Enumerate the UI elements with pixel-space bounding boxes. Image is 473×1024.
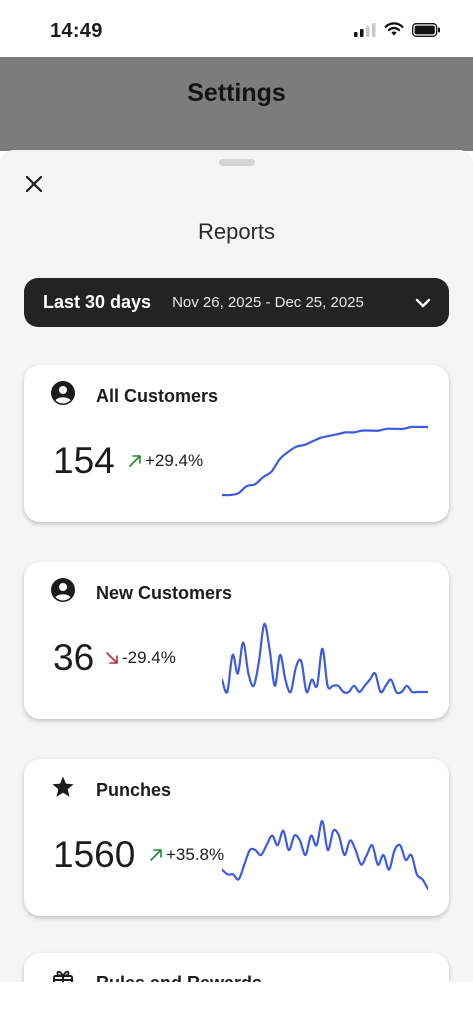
trend-value: +29.4% [145,451,204,470]
person-circle-icon [51,578,75,602]
chevron-down-icon [415,298,431,308]
bottom-safe-area [0,982,473,1024]
close-button[interactable] [20,170,48,198]
sparkline-line [222,819,428,891]
star-icon [52,776,74,797]
trend-down-icon [106,652,118,664]
close-icon [25,175,43,193]
report-card-punches[interactable]: Punches 1560 +35.8% [24,759,449,916]
trend-value: +35.8% [166,845,225,864]
nav-header: Settings [0,57,473,151]
card-title: Punches [96,780,172,800]
sheet-grabber[interactable] [219,159,255,166]
trend-indicator: +29.4% [127,451,203,471]
report-card-all-customers[interactable]: All Customers 154 +29.4% [24,365,449,522]
status-time: 14:49 [50,20,103,42]
trend-up-icon [129,455,141,467]
report-card-new-customers[interactable]: New Customers 36 -29.4% [24,562,449,719]
date-range-label: Last 30 days [43,292,152,312]
card-title: New Customers [96,583,233,603]
reports-sheet: Reports Last 30 days Nov 26, 2025 - Dec … [0,150,473,982]
sparkline-line [222,622,428,695]
page-title: Settings [187,79,286,107]
card-value: 1560 [53,834,136,875]
sparkline-chart [222,819,428,891]
trend-value: -29.4% [122,648,176,667]
sheet-title: Reports [197,219,276,244]
status-bar: 14:49 [0,0,473,57]
gift-icon [53,970,73,982]
trend-indicator: -29.4% [104,648,176,668]
date-range-dates: Nov 26, 2025 - Dec 25, 2025 [172,294,364,311]
card-value: 36 [53,637,95,678]
trend-indicator: +35.8% [148,845,224,865]
battery-icon [412,22,440,37]
person-circle-icon [51,381,75,405]
sparkline-chart [222,622,428,695]
card-title: All Customers [96,386,219,406]
sparkline-chart [222,425,428,497]
trend-up-icon [150,849,162,861]
date-range-selector[interactable]: Last 30 days Nov 26, 2025 - Dec 25, 2025 [24,278,449,327]
card-title: Rules and Rewards [96,973,262,982]
status-icons [354,22,441,37]
card-value: 154 [53,440,115,481]
sparkline-line [222,425,428,497]
report-card-rules-rewards[interactable]: Rules and Rewards [24,953,449,982]
wifi-icon [384,22,404,36]
cellular-signal-icon [354,22,376,37]
